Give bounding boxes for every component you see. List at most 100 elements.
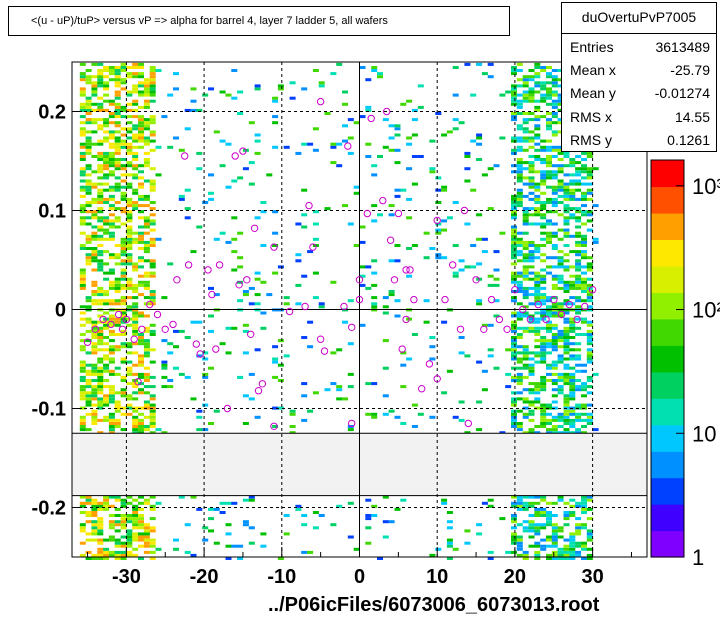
heatmap-cell — [546, 538, 552, 542]
profile-marker — [367, 114, 375, 123]
heatmap-cell — [511, 72, 517, 76]
heatmap-cell — [557, 431, 564, 435]
heatmap-cell — [586, 277, 593, 281]
heatmap-cell — [388, 124, 395, 128]
heatmap-cell — [114, 108, 121, 112]
heatmap-cell — [522, 253, 529, 257]
heatmap-cell — [516, 366, 523, 370]
heatmap-cell — [272, 210, 279, 214]
heatmap-cell — [260, 544, 267, 548]
heatmap-cell — [202, 201, 209, 204]
heatmap-cell — [138, 507, 144, 511]
heatmap-cell — [126, 262, 133, 266]
heatmap-cell — [546, 173, 552, 177]
heatmap-cell — [551, 382, 558, 386]
heatmap-cell — [143, 93, 150, 97]
heatmap-cell — [149, 237, 156, 241]
heatmap-cell — [120, 375, 127, 379]
heatmap-cell — [143, 280, 150, 284]
heatmap-cell — [114, 188, 121, 192]
heatmap-cell — [528, 170, 535, 174]
heatmap-cell — [85, 105, 92, 109]
heatmap-cell — [540, 268, 547, 272]
heatmap-cell — [528, 400, 535, 404]
heatmap-cell — [557, 151, 564, 155]
heatmap-cell — [493, 277, 500, 281]
heatmap-cell — [516, 145, 523, 149]
heatmap-cell — [575, 388, 582, 392]
heatmap-cell — [143, 87, 150, 91]
heatmap-cell — [557, 130, 564, 134]
heatmap-cell — [277, 87, 284, 91]
heatmap-cell — [586, 342, 593, 346]
heatmap-cell — [132, 75, 139, 79]
profile-marker — [181, 152, 189, 160]
heatmap-cell — [277, 363, 284, 367]
heatmap-cell — [132, 145, 139, 149]
heatmap-cell — [516, 351, 523, 355]
heatmap-cell — [388, 409, 395, 413]
heatmap-cell — [581, 277, 587, 281]
heatmap-cell — [394, 507, 401, 511]
heatmap-cell — [184, 127, 191, 131]
heatmap-cell — [528, 99, 535, 103]
heatmap-cell — [91, 372, 98, 376]
heatmap-cell — [388, 148, 395, 152]
heatmap-cell — [143, 354, 150, 358]
heatmap-cell — [540, 354, 547, 358]
heatmap-cell — [575, 240, 582, 244]
heatmap-cell — [522, 526, 529, 530]
heatmap-cell — [108, 69, 115, 72]
heatmap-cell — [575, 268, 582, 272]
heatmap-cell — [91, 345, 98, 349]
heatmap-cell — [563, 210, 570, 214]
heatmap-cell — [540, 302, 547, 306]
heatmap-cell — [149, 329, 156, 333]
heatmap-cell — [132, 428, 139, 432]
heatmap-cell — [91, 538, 98, 542]
heatmap-cell — [546, 345, 552, 349]
heatmap-cell — [149, 179, 156, 183]
heatmap-cell — [254, 87, 261, 91]
heatmap-cell — [581, 501, 587, 505]
heatmap-cell — [143, 498, 150, 502]
heatmap-cell — [540, 87, 547, 91]
heatmap-cell — [575, 225, 582, 229]
heatmap-cell — [546, 170, 552, 174]
heatmap-cell — [382, 535, 389, 539]
heatmap-cell — [371, 514, 378, 517]
heatmap-cell — [126, 182, 133, 186]
heatmap-cell — [476, 523, 483, 527]
heatmap-cell — [143, 247, 150, 250]
heatmap-cell — [143, 197, 150, 201]
heatmap-cell — [540, 544, 547, 548]
heatmap-cell — [114, 115, 121, 119]
heatmap-cell — [114, 391, 121, 395]
heatmap-cell — [132, 320, 139, 324]
heatmap-cell — [196, 428, 203, 432]
heatmap-cell — [528, 118, 535, 122]
heatmap-cell — [178, 194, 185, 198]
heatmap-cell — [114, 283, 121, 287]
heatmap-cell — [97, 299, 104, 303]
heatmap-cell — [371, 382, 378, 386]
heatmap-cell — [108, 173, 115, 177]
heatmap-cell — [138, 375, 144, 379]
profile-marker — [118, 325, 127, 333]
heatmap-cell — [138, 136, 144, 140]
heatmap-cell — [522, 550, 529, 554]
profile-marker — [138, 325, 146, 333]
heatmap-cell — [546, 535, 552, 539]
heatmap-cell — [161, 363, 168, 367]
heatmap-cell — [143, 127, 150, 131]
heatmap-cell — [546, 342, 552, 346]
heatmap-cell — [301, 142, 308, 146]
heatmap-cell — [132, 124, 139, 128]
heatmap-cell — [79, 501, 86, 505]
heatmap-cell — [476, 400, 483, 404]
heatmap-cell — [516, 290, 523, 293]
heatmap-cell — [120, 523, 127, 527]
heatmap-cell — [493, 283, 500, 287]
heatmap-cell — [569, 323, 576, 327]
heatmap-cell — [458, 418, 465, 422]
